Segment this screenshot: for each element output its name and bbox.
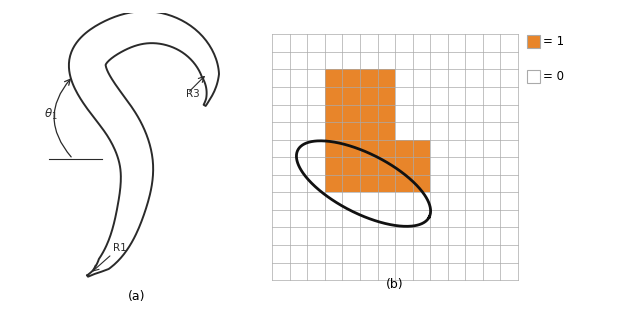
Bar (360, 157, 377, 175)
Bar (325, 140, 343, 157)
Bar (360, 105, 377, 122)
Bar (343, 122, 360, 140)
Bar (413, 157, 430, 175)
Bar (343, 140, 360, 157)
Text: R3: R3 (186, 89, 200, 99)
Bar (395, 140, 413, 157)
Text: (a): (a) (127, 290, 145, 303)
Bar (325, 69, 343, 87)
Bar (343, 87, 360, 105)
Bar (325, 175, 343, 192)
Bar (325, 87, 343, 105)
Bar (360, 175, 377, 192)
Bar (360, 69, 377, 87)
Polygon shape (69, 11, 219, 277)
Bar (377, 175, 395, 192)
Text: = 0: = 0 (543, 70, 565, 83)
Bar (343, 105, 360, 122)
Bar (377, 105, 395, 122)
Text: $\theta_1$: $\theta_1$ (44, 107, 57, 122)
Bar (413, 140, 430, 157)
Bar (377, 122, 395, 140)
Bar (343, 175, 360, 192)
Bar (360, 87, 377, 105)
Bar (343, 157, 360, 175)
Bar (527, 35, 540, 48)
Bar (377, 157, 395, 175)
Text: (b): (b) (386, 278, 404, 291)
Bar (395, 175, 413, 192)
Bar (325, 157, 343, 175)
Bar (343, 69, 360, 87)
Bar (360, 122, 377, 140)
Bar (325, 105, 343, 122)
Bar (377, 69, 395, 87)
Bar (325, 122, 343, 140)
Bar (395, 157, 413, 175)
Text: = 1: = 1 (543, 35, 565, 48)
Text: R1: R1 (113, 243, 127, 253)
Bar (413, 175, 430, 192)
Bar (377, 87, 395, 105)
Bar (377, 140, 395, 157)
Bar (360, 140, 377, 157)
Bar (527, 70, 540, 84)
